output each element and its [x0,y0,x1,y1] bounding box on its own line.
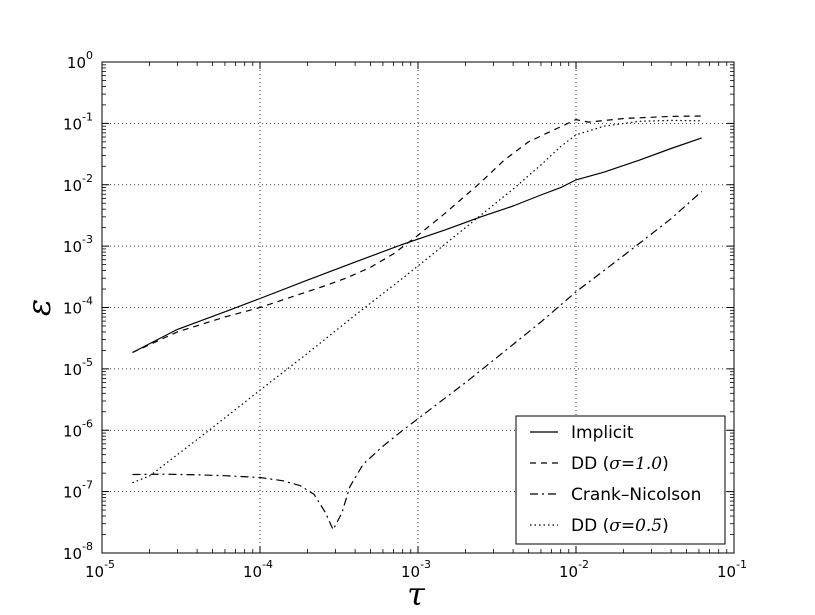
y-tick-label: 10-1 [63,110,93,133]
y-tick-label: 10-3 [63,233,93,256]
y-tick-label: 10-5 [63,356,93,379]
tick-marks [101,61,735,554]
y-tick-label: 100 [67,49,93,72]
series-line-2 [132,115,702,354]
series-line-4 [132,119,702,484]
legend-box [515,415,726,545]
y-tick-label: 10-7 [63,479,93,502]
x-tick-labels: 10-5 10-4 10-3 10-2 10-1 [85,558,747,581]
legend-label-3: Crank–Nicolson [571,485,701,505]
legend: Implicit DD (σ=1.0) Crank–Nicolson DD (σ=0.… [515,415,726,545]
x-tick-label: 10-3 [401,558,431,581]
grid-lines [102,62,734,553]
y-tick-labels: 10-8 10-7 10-6 10-5 10-4 10-3 10-2 10-1 100 [63,49,93,563]
legend-label-1: Implicit [571,423,634,443]
x-axis-label: τ [407,575,426,613]
series-line-3 [132,190,703,531]
y-tick-label: 10-2 [63,172,93,195]
series-lines [132,115,703,531]
x-tick-label: 10-2 [559,558,589,581]
y-tick-label: 10-8 [63,540,93,563]
series-line-1 [132,137,702,354]
y-tick-label: 10-6 [63,417,93,440]
x-tick-label: 10-1 [717,558,747,581]
x-tick-label: 10-5 [85,558,115,581]
y-tick-label: 10-4 [63,295,93,318]
x-tick-label: 10-4 [243,558,273,581]
legend-label-4: DD (σ=0.5) [571,516,669,536]
y-axis-label: ε [20,299,58,316]
legend-label-2: DD (σ=1.0) [571,454,669,474]
